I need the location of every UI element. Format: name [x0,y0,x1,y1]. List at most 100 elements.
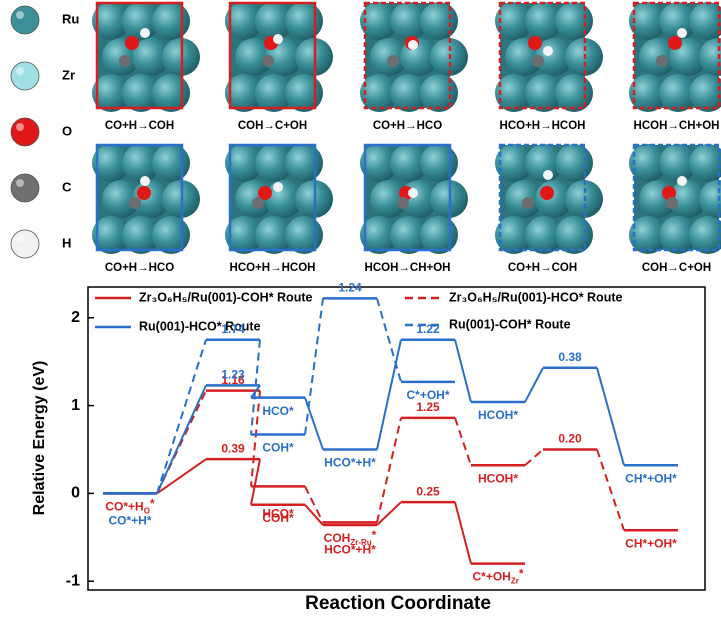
ru-atom [360,2,398,40]
ru-atom [420,74,458,112]
ru-atom [225,216,263,254]
ru-atom [285,2,323,40]
state-base: COH [324,531,351,545]
ru-atom [225,2,263,40]
state-tail: * [372,528,377,542]
ru-atom [525,2,563,40]
o-atom [668,36,682,50]
ru-atom [360,216,398,254]
legend-label: Ru(001)-COH* Route [449,317,571,331]
connector [156,339,207,494]
connector [156,458,207,495]
structure-panel [495,1,603,112]
ru-atom [132,38,170,76]
state-label: HCO*+H* [324,543,376,557]
ru-atom [255,74,293,112]
connector [524,448,544,467]
ru-atom [122,74,160,112]
ru-atom [285,74,323,112]
h-atom [543,46,553,56]
ru-atom [225,144,263,182]
atom-swatch [10,117,40,147]
atom-highlight [16,235,24,243]
ru-atom [255,216,293,254]
barrier-label: 1.74 [221,322,245,336]
connector [250,458,261,506]
o-atom [137,186,151,200]
panel-border [363,143,452,252]
ru-atom [92,74,130,112]
ru-atom [555,216,593,254]
state-label: HCOH* [478,471,518,485]
c-atom [129,197,141,209]
state-label: C*+OHZr* [472,567,523,586]
ru-atom [285,144,323,182]
c-atom [522,197,534,209]
ru-atom [225,74,263,112]
panel-border [632,143,721,252]
ru-atom [495,216,533,254]
ru-atom [555,144,593,182]
connector [524,367,544,403]
y-tick-label: 0 [71,485,80,502]
o-atom [540,186,554,200]
ru-atom [699,180,721,218]
connector [376,298,402,383]
legend-label: Zr₃O₆H₅/Ru(001)-COH* Route [139,290,312,304]
barrier-label: 1.25 [416,400,440,414]
ru-atom [92,144,130,182]
atom-swatch [10,173,40,203]
h-atom [273,34,283,44]
panel-border [228,143,317,252]
panel-border [228,1,317,110]
ru-atom [360,144,398,182]
state-label: HCO* [262,507,294,521]
atom-label: O [62,123,72,138]
state-sub: Zr [511,577,519,586]
panel-caption: CO+H→COH [508,262,577,274]
state-sub: O [144,507,150,516]
h-atom [677,176,687,186]
ru-atom [420,144,458,182]
x-axis-label: Reaction Coordinate [305,593,491,614]
state-label: CH*+OH* [625,536,677,550]
panel-caption: HCOH→CH+OH [365,262,451,274]
connector [156,384,207,494]
ru-atom [669,180,707,218]
o-atom [258,186,272,200]
ru-atom [689,216,721,254]
panel-caption: CO+H→HCO [373,120,442,132]
state-tail: * [519,567,524,581]
c-atom [262,55,274,67]
structure-panel [360,1,468,112]
state-label: CO*+H* [108,514,151,528]
panel-border [498,143,587,252]
y-tick-label: 1 [71,397,80,414]
connector [376,417,402,523]
ru-atom [420,2,458,40]
ru-atom [525,144,563,182]
atom-label: H [62,235,71,250]
state-label: CO*+HO* [105,497,155,516]
h-atom [543,170,553,180]
ru-atom [255,144,293,182]
connector [376,501,402,526]
connector [304,504,324,526]
ru-atom [629,2,667,40]
ru-atom [629,74,667,112]
structure-panel [225,1,333,112]
ru-atom [659,2,697,40]
barrier-label: 1.23 [221,368,245,382]
state-label: HCO* [262,404,294,418]
ru-atom [629,144,667,182]
ru-atom [255,2,293,40]
ru-atom [370,180,408,218]
state-label: COH* [262,441,294,455]
panel-caption: COH→C+OH [642,262,711,274]
connector [454,339,472,403]
connector [250,339,261,435]
ru-atom [235,38,273,76]
barrier-label: 0.39 [221,441,245,455]
ru-atom [122,2,160,40]
structure-panel [360,143,468,254]
